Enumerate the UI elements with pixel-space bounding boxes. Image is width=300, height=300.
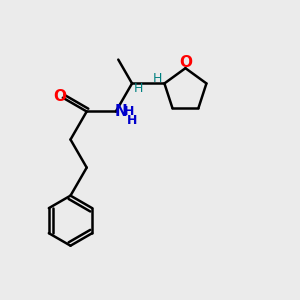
Text: H: H xyxy=(134,82,143,95)
Text: N: N xyxy=(115,104,128,119)
Text: H: H xyxy=(152,72,162,85)
Text: O: O xyxy=(179,55,192,70)
Text: O: O xyxy=(53,89,66,104)
Text: H: H xyxy=(127,114,137,128)
Text: H: H xyxy=(124,105,134,118)
